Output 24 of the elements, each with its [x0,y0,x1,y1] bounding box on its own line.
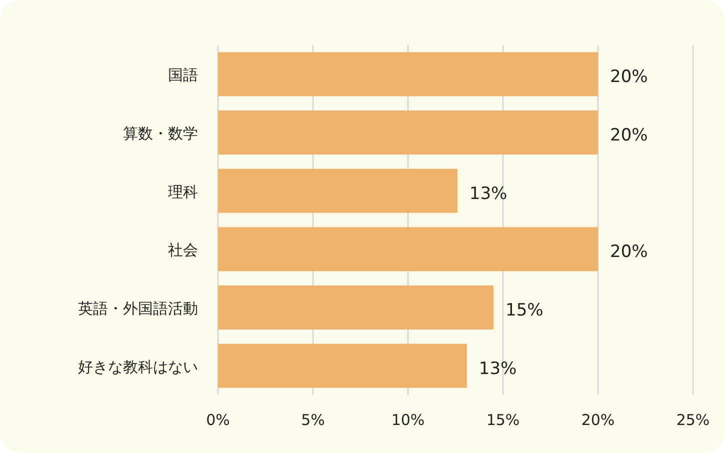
y-tick-label: 理科 [168,182,198,201]
bar [218,286,494,330]
bar [218,168,458,213]
bar [218,110,598,154]
data-label: 13% [478,358,517,379]
y-tick-label: 社会 [168,241,198,260]
y-tick-label: 算数・数学 [123,124,198,142]
data-label: 13% [469,184,508,204]
y-tick-label: 好きな教科はない [78,358,198,376]
x-tick-label: 20% [581,411,615,429]
x-tick-label: 25% [676,411,710,429]
data-label: 20% [610,67,648,88]
x-tick-label: 15% [486,411,520,429]
bar [218,52,598,96]
x-tick-label: 5% [301,411,325,429]
data-label: 20% [610,126,648,146]
y-tick-label: 国語 [168,66,198,84]
bar [218,227,598,272]
data-label: 15% [506,300,544,320]
x-tick-label: 0% [206,411,230,429]
bar [218,344,467,388]
x-tick-label: 10% [391,411,425,429]
y-tick-label: 英語・外国語活動 [78,300,198,318]
data-label: 20% [610,242,648,262]
